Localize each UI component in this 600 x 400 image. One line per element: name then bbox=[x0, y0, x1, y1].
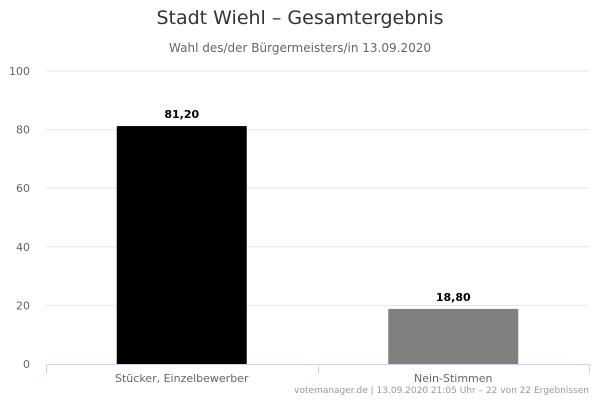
bar[interactable] bbox=[116, 126, 247, 364]
data-label: 81,20 bbox=[164, 108, 199, 121]
y-tick-label: 40 bbox=[16, 241, 30, 254]
x-tick-label: Nein-Stimmen bbox=[414, 372, 493, 385]
bars: 81,20 18,80 bbox=[116, 108, 519, 364]
x-axis: Stücker, Einzelbewerber Nein-Stimmen bbox=[46, 364, 590, 385]
chart-subtitle: Wahl des/der Bürgermeisters/in 13.09.202… bbox=[169, 41, 431, 55]
y-tick-label: 20 bbox=[16, 299, 30, 312]
bar[interactable] bbox=[388, 308, 519, 364]
y-tick-label: 60 bbox=[16, 182, 30, 195]
y-tick-label: 80 bbox=[16, 124, 30, 137]
y-axis: 0 20 40 60 80 100 bbox=[9, 65, 30, 371]
y-tick-label: 100 bbox=[9, 65, 30, 78]
credits[interactable]: votemanager.de | 13.09.2020 21:05 Uhr – … bbox=[294, 386, 589, 396]
data-label: 18,80 bbox=[436, 291, 471, 304]
chart-title: Stadt Wiehl – Gesamtergebnis bbox=[156, 7, 443, 29]
y-tick-label: 0 bbox=[23, 358, 30, 371]
x-tick-label: Stücker, Einzelbewerber bbox=[115, 372, 249, 385]
